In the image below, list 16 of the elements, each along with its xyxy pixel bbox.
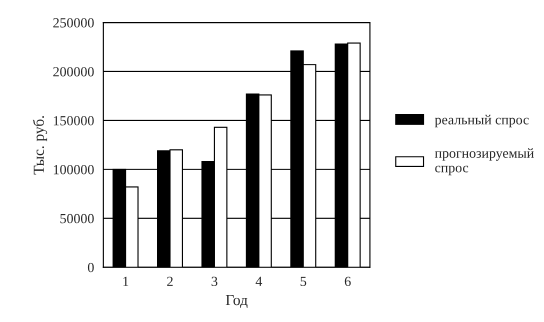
x-tick-label: 3: [212, 276, 218, 286]
x-tick-label: 5: [300, 276, 306, 286]
y-axis-title: Тыс. руб.: [32, 116, 48, 174]
x-axis-title: Год: [226, 295, 248, 308]
y-tick-label: 100000: [54, 164, 94, 174]
y-tick-label: 150000: [54, 116, 94, 126]
y-tick-label: 0: [88, 262, 94, 272]
legend-label: прогнозируемый спрос: [434, 148, 534, 176]
y-tick-label: 250000: [53, 18, 94, 28]
x-tick-label: 4: [256, 276, 262, 286]
x-tick-label: 6: [344, 276, 351, 286]
y-tick-label: 50000: [60, 214, 94, 224]
y-tick-label: 200000: [53, 67, 94, 76]
x-tick-label: 2: [167, 276, 173, 286]
x-tick-label: 1: [123, 276, 128, 286]
legend-label: реальный спрос: [434, 114, 529, 128]
